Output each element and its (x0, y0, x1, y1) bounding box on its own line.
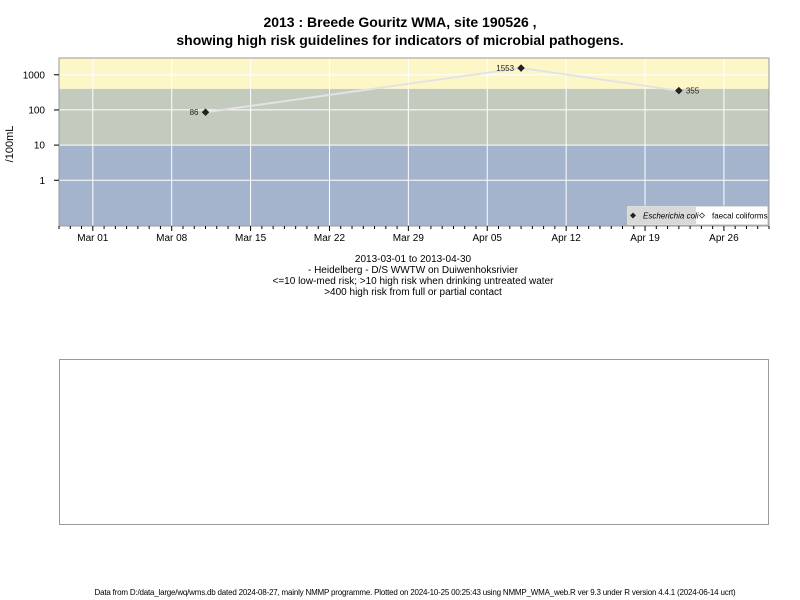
data-point (201, 108, 210, 117)
date-range: 2013-03-01 to 2013-04-30 (354, 254, 472, 265)
legend: Escherichia coli faecal coliforms (626, 205, 769, 226)
x-tick-label: Apr 12 (551, 233, 581, 244)
data-point (517, 64, 525, 72)
x-tick-label: Apr 26 (709, 233, 739, 244)
plot-frame (58, 57, 770, 227)
y-tick-label: 1 (39, 176, 45, 187)
x-tick-label: Mar 01 (77, 233, 109, 244)
y-tick-label: 1000 (23, 70, 46, 81)
empty-second-panel (59, 359, 769, 525)
footer-note: Data from D:/data_large/wq/wms.db dated … (94, 588, 736, 597)
risk-note-drinking: <=10 low-med risk; >10 high risk when dr… (272, 276, 554, 287)
y-axis: 1 10 100 1000 (23, 70, 59, 187)
series-group: 86 1553 355 (190, 64, 700, 117)
x-tick-label: Mar 22 (314, 233, 346, 244)
y-tick-label: 100 (28, 105, 45, 116)
x-tick-label: Mar 15 (235, 233, 267, 244)
x-tick-label: Apr 05 (473, 233, 503, 244)
y-tick-label: 10 (34, 141, 46, 152)
data-label: 86 (190, 108, 199, 117)
legend-label: faecal coliforms (712, 212, 768, 221)
gridlines (59, 58, 769, 226)
risk-note-contact: >400 high risk from full or partial cont… (324, 287, 502, 298)
legend-marker (630, 212, 636, 219)
chart-title-line2: showing high risk guidelines for indicat… (176, 32, 624, 48)
site-description: - Heidelberg - D/S WWTW on Duiwenhoksriv… (307, 265, 519, 276)
data-label: 355 (686, 87, 700, 96)
x-tick-label: Mar 08 (156, 233, 188, 244)
legend-highlight (628, 207, 696, 224)
x-tick-label: Apr 19 (630, 233, 660, 244)
data-point (675, 86, 683, 95)
band-high-risk-contact (59, 58, 769, 89)
data-label: 1553 (496, 64, 514, 73)
legend-label: Escherichia coli (643, 212, 699, 221)
band-high-risk-drinking (59, 88, 769, 146)
x-tick-label: Mar 29 (393, 233, 425, 244)
x-axis: Mar 01 Mar 08 Mar 15 Mar 22 Mar 29 Apr 05 Apr … (58, 226, 770, 244)
chart-title-line1: 2013 : Breede Gouritz WMA, site 190526 , (263, 14, 537, 30)
legend-marker (699, 212, 705, 219)
y-axis-label: /100mL (4, 126, 16, 163)
